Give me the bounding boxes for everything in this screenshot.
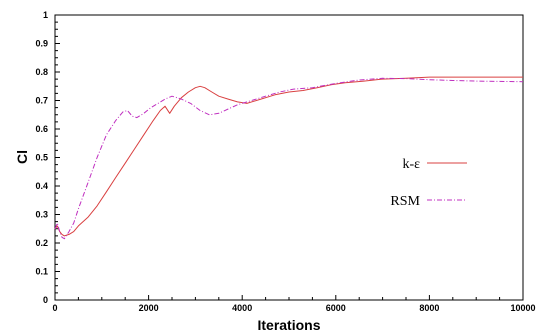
legend: k-ε RSM <box>390 157 467 209</box>
plot-frame <box>54 14 524 301</box>
x-tick-label: 2000 <box>139 303 159 313</box>
series-line-k-epsilon <box>54 76 523 237</box>
y-tick-label: 0 <box>43 295 48 305</box>
y-tick-label: 0.4 <box>35 181 48 191</box>
y-tick-label: 0.8 <box>35 67 48 77</box>
y-tick-label: 0.2 <box>35 238 48 248</box>
x-axis-title: Iterations <box>257 317 320 333</box>
y-tick-label: 0.6 <box>35 124 48 134</box>
y-tick-label: 0.1 <box>35 267 48 277</box>
x-tick-label: 10000 <box>510 303 535 313</box>
legend-label-rsm: RSM <box>390 194 420 209</box>
x-tick-label: 6000 <box>326 303 346 313</box>
x-axis-ticks: 0 2000 4000 6000 8000 10000 <box>52 295 536 313</box>
y-tick-label: 0.3 <box>35 210 48 220</box>
x-tick-label: 0 <box>52 303 57 313</box>
y-axis-ticks: 0 0.1 0.2 0.3 0.4 0.5 0.6 0.7 0.8 0.9 1 <box>35 10 60 305</box>
y-tick-label: 0.7 <box>35 96 48 106</box>
x-tick-label: 8000 <box>419 303 439 313</box>
y-axis-title: Cl <box>14 150 30 164</box>
x-tick-label: 4000 <box>232 303 252 313</box>
y-tick-label: 0.5 <box>35 153 48 163</box>
series-line-rsm <box>54 77 524 240</box>
series-layer <box>54 76 524 240</box>
y-tick-label: 1 <box>43 10 48 20</box>
y-tick-label: 0.9 <box>35 39 48 49</box>
legend-label-k-epsilon: k-ε <box>402 157 420 172</box>
